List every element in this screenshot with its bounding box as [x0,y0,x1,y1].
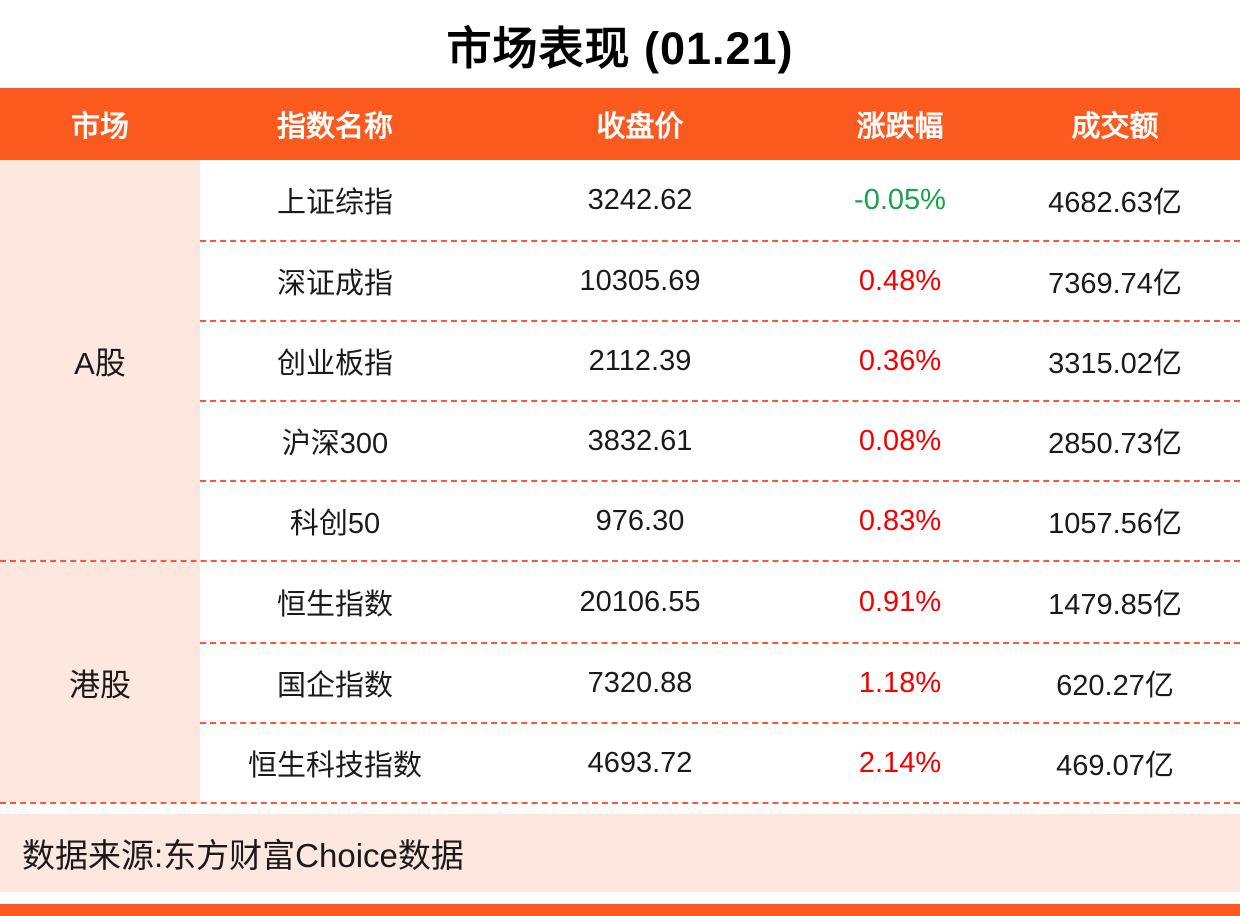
turnover-value: 1057.56亿 [1048,508,1182,540]
header-close-price: 收盘价 [596,111,684,143]
index-name: 恒生指数 [276,589,393,621]
group-rows: 上证综指 3242.62 -0.05% 4682.63亿 深证成指 10305.… [200,160,1240,560]
header-turnover: 成交额 [1071,111,1159,143]
table-header: 市场 指数名称 收盘价 涨跌幅 成交额 [0,88,1240,160]
turnover-value: 3315.02亿 [1048,348,1182,380]
index-name: 创业板指 [276,348,393,380]
turnover-value: 1479.85亿 [1048,589,1182,621]
close-price: 3832.61 [587,424,693,457]
turnover-value: 620.27亿 [1056,670,1174,702]
turnover-value: 4682.63亿 [1048,187,1182,219]
index-name: 上证综指 [276,187,393,219]
close-price: 3242.62 [587,183,693,216]
table-bottom-divider [0,802,1240,804]
index-name: 深证成指 [276,268,393,300]
header-index-name: 指数名称 [276,111,393,143]
table-row: 沪深300 3832.61 0.08% 2850.73亿 [200,400,1240,480]
index-name: 科创50 [289,508,381,540]
change-percent: 0.48% [858,264,942,297]
close-price: 7320.88 [587,666,693,699]
table-row: 恒生指数 20106.55 0.91% 1479.85亿 [200,562,1240,642]
market-group-a-share: A股 上证综指 3242.62 -0.05% 4682.63亿 深证成指 103… [0,160,1240,560]
turnover-value: 469.07亿 [1056,750,1174,782]
close-price: 2112.39 [588,344,692,377]
table-row: 上证综指 3242.62 -0.05% 4682.63亿 [200,160,1240,240]
close-price: 20106.55 [579,585,701,618]
market-group-hk: 港股 恒生指数 20106.55 0.91% 1479.85亿 国企指数 732… [0,562,1240,802]
data-source-band: 数据来源:东方财富Choice数据 [0,814,1240,892]
close-price: 4693.72 [587,746,693,779]
table-row: 科创50 976.30 0.83% 1057.56亿 [200,480,1240,560]
change-percent: 0.36% [858,344,942,377]
table-row: 创业板指 2112.39 0.36% 3315.02亿 [200,320,1240,400]
turnover-value: 2850.73亿 [1048,428,1182,460]
close-price: 976.30 [595,504,685,537]
turnover-value: 7369.74亿 [1048,268,1182,300]
market-label: 港股 [0,562,200,802]
close-price: 10305.69 [579,264,701,297]
header-market: 市场 [70,111,129,143]
table-row: 恒生科技指数 4693.72 2.14% 469.07亿 [200,722,1240,802]
change-percent: 0.91% [858,585,942,618]
index-name: 国企指数 [276,670,393,702]
market-label: A股 [0,160,200,560]
change-percent: 2.14% [858,746,942,779]
group-rows: 恒生指数 20106.55 0.91% 1479.85亿 国企指数 7320.8… [200,562,1240,802]
table-row: 国企指数 7320.88 1.18% 620.27亿 [200,642,1240,722]
bottom-accent-bar [0,904,1240,916]
header-change-percent: 涨跌幅 [856,111,944,143]
table-row: 深证成指 10305.69 0.48% 7369.74亿 [200,240,1240,320]
change-percent: -0.05% [854,183,946,216]
group-divider [0,560,1240,562]
change-percent: 1.18% [858,666,942,699]
change-percent: 0.83% [858,504,942,537]
index-name: 恒生科技指数 [247,750,422,782]
index-name: 沪深300 [281,428,389,460]
page-title: 市场表现 (01.21) [446,22,794,74]
change-percent: 0.08% [858,424,942,457]
data-source-text: 数据来源:东方财富Choice数据 [22,837,464,874]
